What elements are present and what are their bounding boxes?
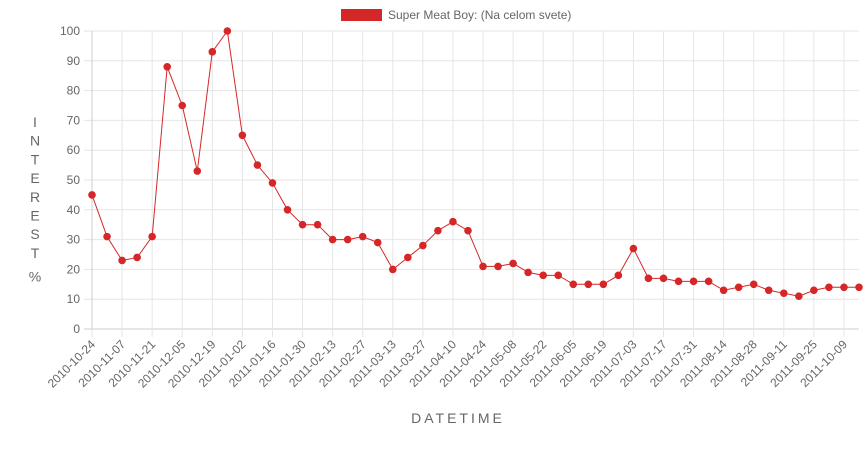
y-tick-label: 30 xyxy=(67,233,81,247)
grid-lines xyxy=(84,30,859,337)
x-axis-title: DATETIME xyxy=(411,410,505,426)
data-point[interactable] xyxy=(103,232,111,241)
data-point[interactable] xyxy=(825,283,833,292)
data-point[interactable] xyxy=(358,232,367,241)
data-point[interactable] xyxy=(298,220,307,229)
data-point[interactable] xyxy=(343,235,352,244)
data-point[interactable] xyxy=(584,280,593,289)
y-tick-label: 40 xyxy=(67,203,81,217)
data-point[interactable] xyxy=(313,220,322,229)
data-point[interactable] xyxy=(644,274,653,283)
data-point[interactable] xyxy=(328,235,337,244)
data-point[interactable] xyxy=(178,101,187,110)
data-point[interactable] xyxy=(449,217,457,226)
data-point[interactable] xyxy=(780,289,788,298)
data-point[interactable] xyxy=(554,271,563,280)
y-tick-label: 60 xyxy=(67,143,81,157)
data-point[interactable] xyxy=(479,262,487,271)
data-point[interactable] xyxy=(629,244,638,253)
y-tick-label: 100 xyxy=(60,24,80,38)
data-points[interactable] xyxy=(88,27,863,301)
y-tick-label: 50 xyxy=(67,173,81,187)
data-point[interactable] xyxy=(509,259,517,268)
data-point[interactable] xyxy=(855,283,863,292)
y-tick-label: 20 xyxy=(67,262,81,276)
y-axis-title-letter: E xyxy=(30,170,39,186)
data-point[interactable] xyxy=(223,27,232,35)
data-point[interactable] xyxy=(674,277,683,286)
data-point[interactable] xyxy=(133,253,141,262)
data-point[interactable] xyxy=(659,274,668,283)
y-axis-title-letter: T xyxy=(31,245,40,261)
data-point[interactable] xyxy=(419,241,427,250)
data-point[interactable] xyxy=(810,286,818,295)
data-point[interactable] xyxy=(404,253,412,262)
data-point[interactable] xyxy=(840,283,848,292)
y-tick-label: 80 xyxy=(67,84,81,98)
data-point[interactable] xyxy=(749,280,758,289)
data-point[interactable] xyxy=(494,262,502,271)
data-point[interactable] xyxy=(208,48,217,56)
data-point[interactable] xyxy=(719,286,728,295)
y-axis-title-letter: S xyxy=(30,226,39,242)
y-tick-label: 0 xyxy=(73,322,80,336)
data-point[interactable] xyxy=(434,226,442,235)
y-axis-title-letter: N xyxy=(30,133,40,149)
data-point[interactable] xyxy=(464,226,472,235)
legend-swatch xyxy=(341,9,382,21)
data-point[interactable] xyxy=(689,277,698,286)
x-axis-ticks: 2010-10-242010-11-072010-11-212010-12-05… xyxy=(45,337,850,391)
data-point[interactable] xyxy=(734,283,743,292)
data-point[interactable] xyxy=(539,271,547,280)
y-tick-label: 90 xyxy=(67,54,81,68)
legend[interactable]: Super Meat Boy: (Na celom svete) xyxy=(341,8,571,22)
data-point[interactable] xyxy=(704,277,713,286)
data-point[interactable] xyxy=(524,268,532,277)
data-point[interactable] xyxy=(118,256,126,265)
data-point[interactable] xyxy=(599,280,608,289)
y-axis-title-letter: % xyxy=(29,269,41,285)
data-point[interactable] xyxy=(163,62,171,71)
data-point[interactable] xyxy=(193,167,202,175)
y-axis-title-letter: T xyxy=(31,151,40,167)
y-axis-title-letter: I xyxy=(33,114,37,130)
series-line xyxy=(91,29,859,297)
data-point[interactable] xyxy=(388,265,397,274)
data-point[interactable] xyxy=(253,161,262,169)
data-point[interactable] xyxy=(569,280,578,289)
data-point[interactable] xyxy=(88,191,96,199)
data-point[interactable] xyxy=(238,131,247,140)
y-tick-label: 70 xyxy=(67,113,81,127)
data-point[interactable] xyxy=(795,292,803,301)
data-point[interactable] xyxy=(373,238,382,247)
y-tick-label: 10 xyxy=(67,292,81,306)
y-axis-title-letter: R xyxy=(30,189,40,205)
y-axis-title-letter: E xyxy=(30,208,39,224)
data-point[interactable] xyxy=(268,179,277,187)
data-point[interactable] xyxy=(614,271,623,280)
data-point[interactable] xyxy=(764,286,773,295)
data-point[interactable] xyxy=(283,206,292,214)
y-axis-ticks: 0 10 20 30 40 50 60 70 80 90 100 xyxy=(60,24,80,336)
data-point[interactable] xyxy=(148,232,156,241)
legend-label: Super Meat Boy: (Na celom svete) xyxy=(388,8,571,22)
